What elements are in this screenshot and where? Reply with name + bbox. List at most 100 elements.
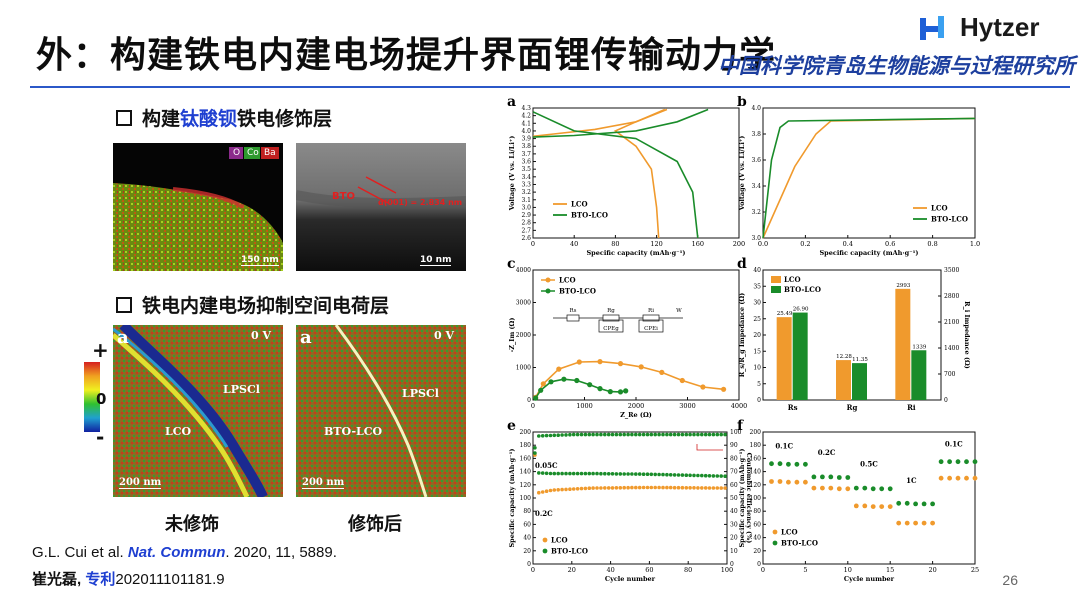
capacity-point-bto [692,473,696,478]
y-right-tick-label: 700 [944,371,956,378]
rate-point-1 [870,486,876,492]
ce-point-bto [591,432,595,437]
x-tick-label: 4000 [731,402,748,410]
rate-point-0 [887,504,893,509]
y-tick-label: 40 [753,535,761,542]
y-tick-label: 80 [753,508,761,515]
x-tick-label: 0.6 [885,240,895,248]
x-tick-label: 120 [650,240,662,248]
chart-panel-e: e0 20 40 60 80 100020406080100120140160180200… [507,418,753,583]
ce-point-bto [672,432,677,437]
eds-legend-o: O [233,148,241,158]
bar-value-label: 1339 [912,344,926,350]
y-right-tick-label: 0 [944,397,948,404]
ref-journal: Nat. Commun [127,544,226,561]
x-tick-label: 20 [928,566,936,574]
y-right-tick-label: 2100 [944,319,959,326]
capacity-point-bto [614,472,619,476]
x-tick-label: 2000 [628,402,645,410]
ce-point-bto [684,432,689,437]
bar-lco [895,288,911,400]
nyquist-point-1 [617,389,624,395]
reference-citation: G.L. Cui et al. Nat. Commun. 2020, 11, 5… [32,544,337,561]
y-tick-label: 3000 [516,300,531,307]
category-label: Ri [907,403,916,412]
section-1-suffix: 铁电修饰层 [237,108,333,130]
y-tick-label: 3.8 [521,143,531,150]
x-axis-label: Cycle number [844,575,895,583]
rate-point-0 [828,485,834,491]
legend-label: BTO-LCO [551,547,588,556]
capacity-point-bto [537,471,541,475]
bar-lco [836,360,851,400]
capacity-point-bto [645,472,650,477]
rate-point-0 [938,475,944,481]
y-right-tick-label: 30 [730,521,738,528]
tem-bto-label: BTO [332,191,355,202]
rate-point-1 [777,461,783,467]
ce-point-bto [548,433,553,438]
y-tick-label: 3.7 [521,151,531,158]
ce-point-bto [610,432,615,437]
capacity-point-lco [630,485,634,490]
y-tick-label: 20 [753,332,761,339]
rate-point-0 [964,475,969,481]
capacity-point-lco [610,486,615,490]
capacity-point-bto [637,472,642,476]
capacity-point-lco [571,487,576,491]
capacity-point-bto [556,471,560,476]
rate-point-1 [828,474,834,480]
map-b-panel-label: a [300,327,312,348]
x-tick-label: 80 [684,566,692,574]
rate-point-1 [862,485,868,491]
y-tick-label: 200 [520,429,532,436]
capacity-point-lco [723,486,727,490]
rate-point-1 [836,475,842,480]
y-tick-label: 3.3 [521,181,531,188]
colorbar-plus-label: + [92,338,109,362]
map-a-panel-label: a [117,327,129,348]
ce-point-bto [653,432,657,437]
capacity-point-lco [614,486,619,490]
legend-marker [772,540,778,546]
bar-value-label: 25.49 [777,311,793,317]
chart-panel-a: a0 40 80 120 160 2002.62.72.82.93.03.13.23.33… [507,96,745,257]
y-tick-label: 3.2 [751,209,761,216]
rate-label: 0.5C [860,459,878,468]
capacity-point-bto [618,472,623,476]
ce-point-bto [668,432,673,437]
rate-point-1 [896,500,902,506]
x-tick-label: 40 [606,566,614,574]
ref-details: . 2020, 11, 5889. [225,544,337,561]
capacity-point-lco [676,485,681,490]
chart-panel-f: f 0 5 10 15 20 25 0 20 40 60 80 100 120 140 160 180 200 Cy… [737,418,979,583]
y-tick-label: 200 [750,429,762,436]
capacity-point-lco [680,485,685,490]
y-tick-label: 0 [757,561,761,568]
ce-point-bto [688,432,692,437]
capacity-point-lco [634,485,638,490]
rate-label: 0.2C [818,448,836,457]
map-b-voltage: 0 V [434,329,455,342]
ce-point-bto [583,432,588,437]
capacity-point-bto [571,471,576,476]
y-tick-label: 20 [753,548,761,555]
map-a-voltage: 0 V [251,329,272,342]
nyquist-point-0 [576,359,582,365]
y-tick-label: 80 [523,508,531,515]
capacity-point-lco [696,486,700,490]
rate-point-1 [769,461,774,467]
potential-colorbar [84,362,100,432]
panel-label-f: f [737,418,744,434]
nyquist-point-0 [617,361,624,367]
capacity-point-bto [711,474,716,478]
panel-label-e: e [507,418,516,434]
capacity-point-bto [575,471,580,476]
ce-point-bto [568,432,572,437]
rate-point-0 [862,503,868,509]
nyquist-point-1 [533,395,539,401]
y-right-tick-label: 90 [730,442,738,449]
capacity-point-bto [579,471,584,476]
legend-label: LCO [931,204,948,213]
capacity-point-bto [700,473,704,478]
